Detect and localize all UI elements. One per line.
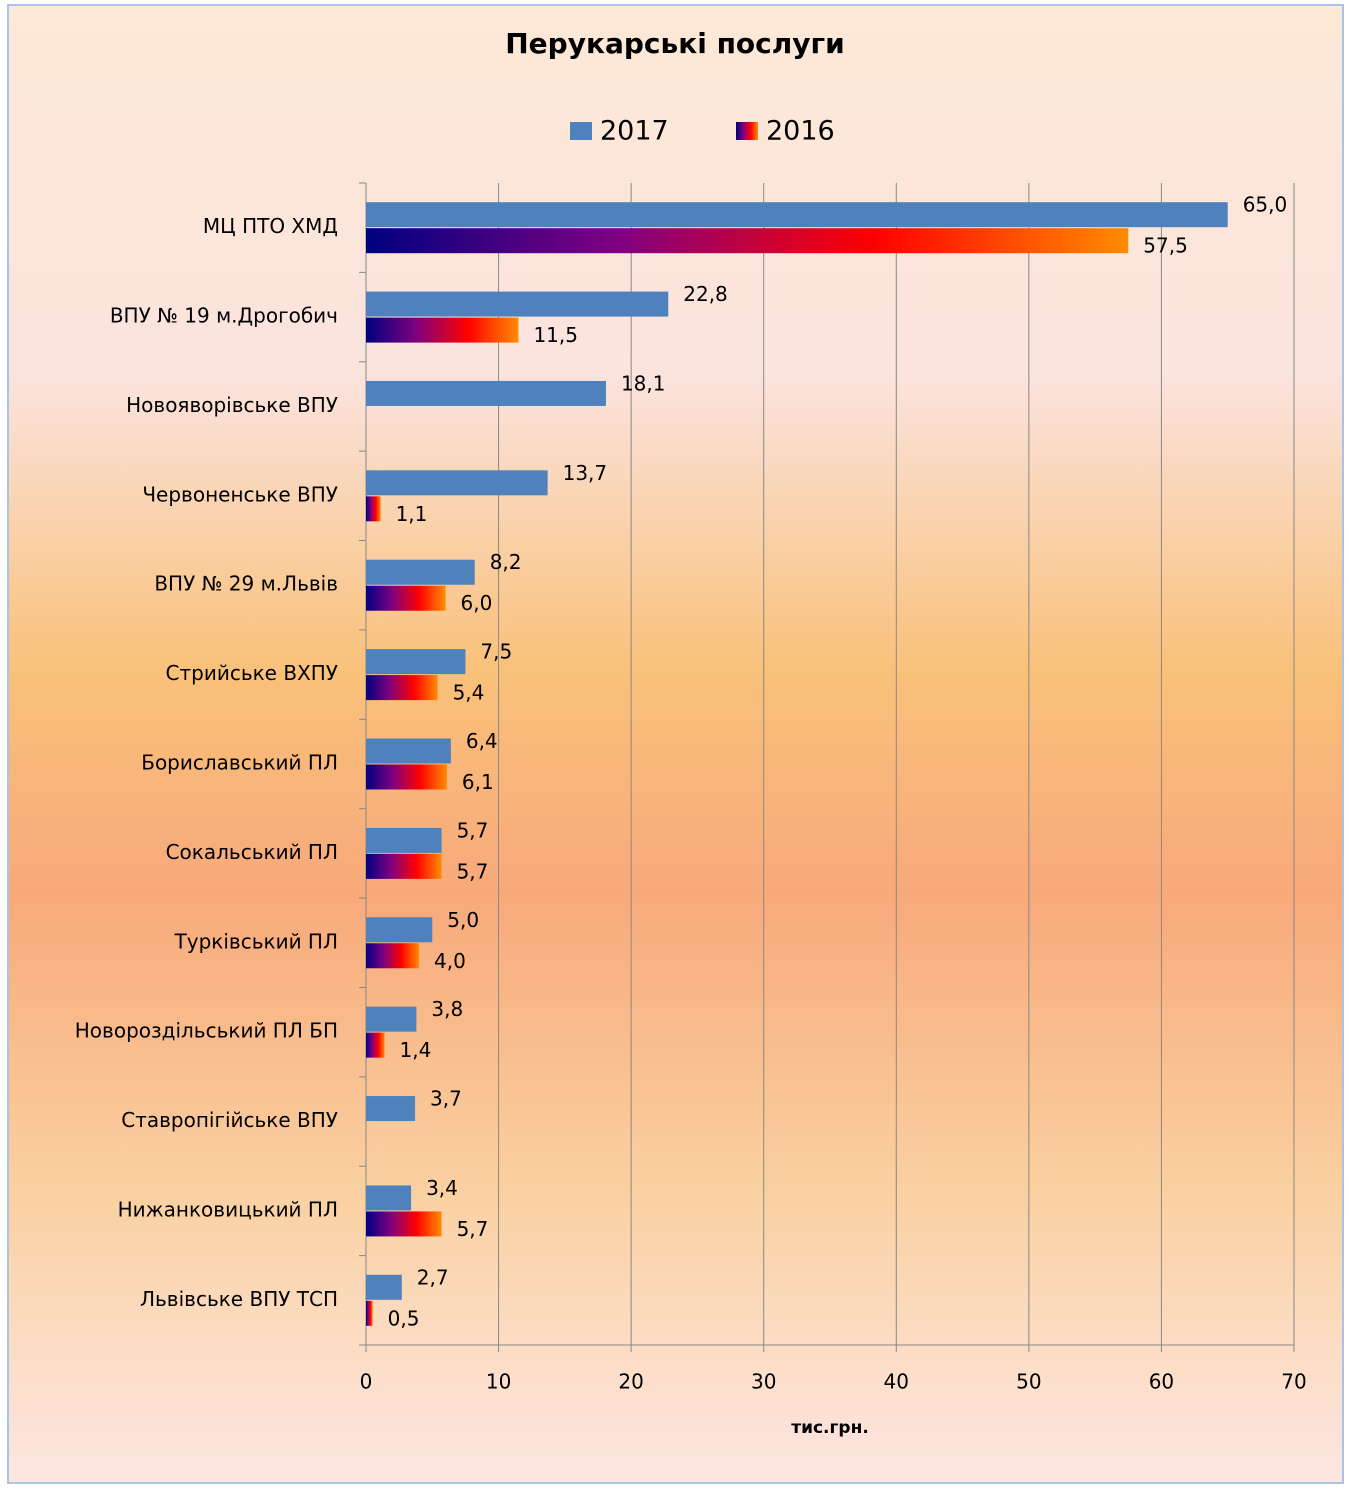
value-label: 3,4 <box>426 1176 458 1200</box>
bar <box>366 559 475 585</box>
x-tick-label: 60 <box>1149 1370 1174 1394</box>
value-label: 8,2 <box>490 550 522 574</box>
value-label: 11,5 <box>533 323 578 347</box>
y-tick-label: Ставропігійське ВПУ <box>121 1108 338 1132</box>
x-tick-label: 40 <box>884 1370 909 1394</box>
y-tick-label: Львівське ВПУ ТСП <box>140 1287 338 1311</box>
y-tick-label: МЦ ПТО ХМД <box>203 214 338 238</box>
y-tick-label: Новояворівське ВПУ <box>126 393 338 417</box>
value-label: 13,7 <box>563 461 608 485</box>
x-tick-label: 10 <box>486 1370 511 1394</box>
value-label: 5,4 <box>453 681 485 705</box>
bar <box>366 291 669 317</box>
value-label: 1,4 <box>400 1038 432 1062</box>
value-label: 5,7 <box>457 1217 489 1241</box>
value-label: 5,0 <box>447 908 479 932</box>
y-tick-label: Стрийське ВХПУ <box>166 661 338 685</box>
y-tick-label: Червоненське ВПУ <box>142 482 338 506</box>
x-axis-label: тис.грн. <box>791 1418 869 1438</box>
x-tick-label: 30 <box>751 1370 776 1394</box>
value-label: 0,5 <box>388 1306 420 1330</box>
bar <box>366 1096 416 1122</box>
y-tick-label: Новороздільський ПЛ БП <box>75 1019 338 1043</box>
bar <box>366 380 606 406</box>
bar <box>366 1006 417 1032</box>
legend-label: 2017 <box>600 116 669 147</box>
y-tick-label: Нижанковицький ПЛ <box>118 1197 338 1221</box>
bar <box>366 1274 402 1300</box>
value-label: 6,1 <box>462 770 494 794</box>
bar <box>366 585 446 611</box>
y-tick-label: Турківський ПЛ <box>174 929 338 953</box>
bar <box>366 1032 385 1058</box>
value-label: 18,1 <box>621 371 666 395</box>
bar <box>366 228 1129 254</box>
value-label: 2,7 <box>417 1265 449 1289</box>
value-label: 65,0 <box>1243 193 1288 217</box>
bar <box>366 738 451 764</box>
x-tick-label: 70 <box>1281 1370 1306 1394</box>
bar <box>366 943 420 969</box>
value-label: 4,0 <box>434 949 466 973</box>
value-label: 57,5 <box>1143 234 1188 258</box>
y-tick-label: Бориславський ПЛ <box>141 751 338 775</box>
chart-title: Перукарські послуги <box>505 27 845 60</box>
bar <box>366 496 381 522</box>
bar <box>366 1300 373 1326</box>
x-tick-label: 20 <box>618 1370 643 1394</box>
value-label: 6,4 <box>466 729 498 753</box>
y-tick-label: ВПУ № 29 м.Львів <box>154 572 338 596</box>
bar <box>366 827 442 853</box>
value-label: 7,5 <box>480 640 512 664</box>
legend-swatch <box>570 122 592 140</box>
x-tick-label: 0 <box>360 1370 373 1394</box>
value-label: 1,1 <box>396 502 428 526</box>
bar <box>366 853 442 879</box>
y-tick-label: ВПУ № 19 м.Дрогобич <box>110 304 338 328</box>
bar <box>366 1211 442 1237</box>
value-label: 3,7 <box>430 1087 462 1111</box>
bar <box>366 1185 412 1211</box>
value-label: 5,7 <box>457 859 489 883</box>
bar <box>366 649 466 675</box>
value-label: 3,8 <box>431 997 463 1021</box>
bar <box>366 675 438 701</box>
bar <box>366 470 548 496</box>
legend-label: 2016 <box>766 116 835 147</box>
bar <box>366 202 1228 228</box>
bar <box>366 317 519 343</box>
y-tick-label: Сокальський ПЛ <box>166 840 338 864</box>
legend-swatch <box>736 122 758 140</box>
value-label: 6,0 <box>461 591 493 615</box>
bar <box>366 917 433 943</box>
value-label: 22,8 <box>683 282 728 306</box>
x-tick-label: 50 <box>1016 1370 1041 1394</box>
value-label: 5,7 <box>457 818 489 842</box>
bar <box>366 764 447 790</box>
